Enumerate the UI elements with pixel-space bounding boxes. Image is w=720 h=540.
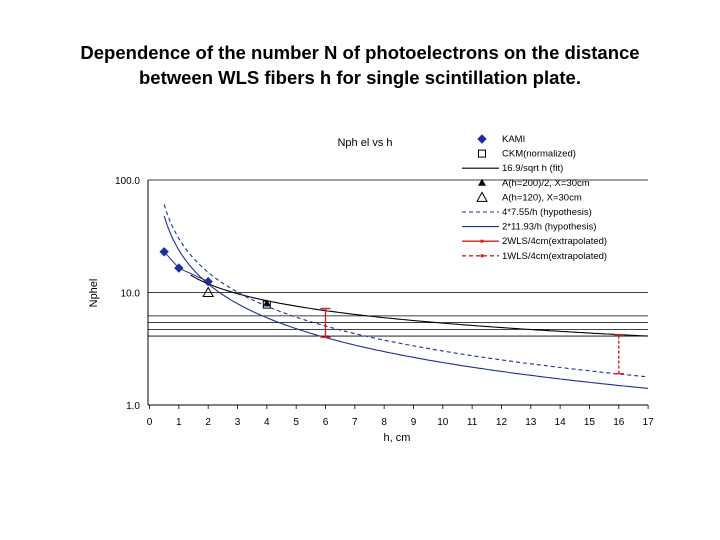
x-tick-label: 14 bbox=[555, 417, 567, 428]
x-tick-label: 13 bbox=[525, 417, 537, 428]
x-tick-label: 3 bbox=[235, 417, 241, 428]
series-0-point bbox=[174, 263, 184, 273]
series-0-point bbox=[203, 276, 213, 287]
series-layer bbox=[159, 204, 649, 389]
legend-entry: 2*11.93/h (hypothesis) bbox=[502, 222, 596, 233]
x-tick-label: 2 bbox=[205, 417, 211, 428]
x-tick-label: 9 bbox=[411, 417, 417, 428]
legend-symbol-marker bbox=[480, 254, 484, 258]
x-tick-label: 7 bbox=[352, 417, 358, 428]
legend-entry: 4*7.55/h (hypothesis) bbox=[502, 207, 592, 218]
x-tick-label: 12 bbox=[496, 417, 508, 428]
x-tick-label: 0 bbox=[147, 417, 153, 428]
legend-symbol bbox=[477, 134, 487, 144]
x-tick-label: 8 bbox=[381, 417, 387, 428]
x-tick-label: 4 bbox=[264, 417, 270, 428]
legend-entry: A(h=120), X=30cm bbox=[502, 192, 582, 203]
page-title-line-1: Dependence of the number N of photoelect… bbox=[80, 42, 640, 63]
legend-entry: 2WLS/4cm(extrapolated) bbox=[502, 236, 607, 247]
x-tick-label: 16 bbox=[613, 417, 625, 428]
y-axis-label: Nphel bbox=[88, 279, 100, 308]
page-title-line-2: between WLS fibers h for single scintill… bbox=[138, 67, 581, 88]
legend-entry: KAMI bbox=[502, 134, 525, 145]
series-0-point bbox=[159, 247, 169, 257]
series-4-point bbox=[202, 286, 215, 297]
legend-entry: A(h=200)/2, X=30cm bbox=[502, 178, 590, 189]
series-3-point bbox=[262, 299, 271, 307]
legend-entry: 1WLS/4cm(extrapolated) bbox=[502, 251, 607, 262]
x-tick-label: 1 bbox=[176, 417, 182, 428]
x-tick-label: 11 bbox=[467, 417, 478, 428]
series-6-line bbox=[163, 215, 649, 389]
legend-entry: 16.9/sqrt h (fit) bbox=[502, 163, 563, 174]
series-5-line bbox=[163, 204, 649, 378]
x-tick-label: 10 bbox=[437, 417, 449, 428]
x-tick-label: 15 bbox=[584, 417, 596, 428]
x-tick-label: 17 bbox=[643, 417, 655, 428]
x-tick-label: 6 bbox=[323, 417, 329, 428]
legend-symbol-marker bbox=[480, 239, 484, 243]
legend: KAMI CKM(normalized) 16.9/sqrt h (fit) A(h=… bbox=[462, 134, 607, 262]
x-tick-label: 5 bbox=[293, 417, 299, 428]
x-axis-label: h, cm bbox=[384, 432, 411, 444]
page-title: Dependence of the number N of photoelect… bbox=[0, 40, 720, 90]
y-tick-label: 1.0 bbox=[126, 401, 140, 412]
legend-symbol bbox=[478, 149, 486, 158]
series-2-line bbox=[190, 274, 649, 337]
legend-entry: CKM(normalized) bbox=[502, 149, 576, 160]
y-tick-label: 10.0 bbox=[121, 289, 141, 300]
chart-title: Nph el vs h bbox=[337, 137, 392, 149]
y-tick-label: 100.0 bbox=[115, 176, 140, 187]
legend-symbol bbox=[478, 178, 486, 186]
legend-symbol bbox=[476, 191, 488, 202]
